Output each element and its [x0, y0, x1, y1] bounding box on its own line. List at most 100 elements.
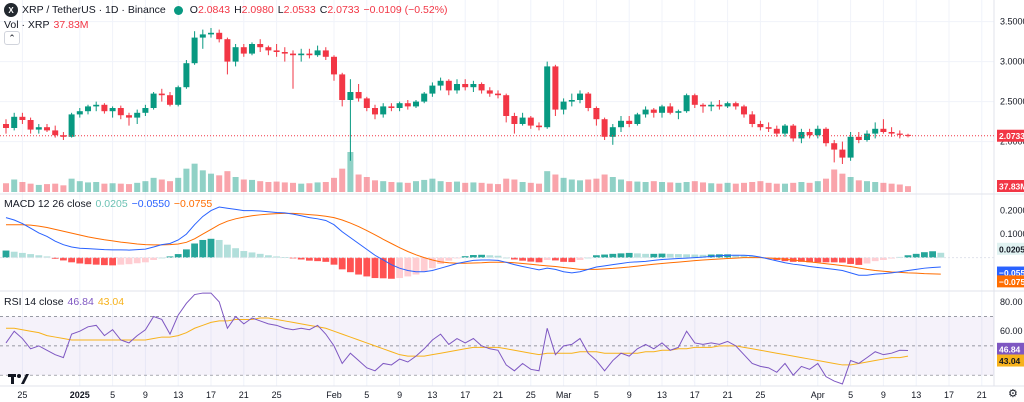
macd-histogram-bar [855, 257, 863, 265]
candle-body [167, 95, 173, 105]
macd-histogram-bar [822, 257, 830, 263]
volume-bar [585, 179, 592, 192]
time-axis-label: 5 [594, 390, 599, 400]
macd-histogram-bar [634, 253, 641, 258]
ohlc-high: H2.0980 [234, 4, 274, 16]
volume-value: 37.83M [53, 19, 89, 31]
market-status-icon[interactable] [173, 5, 183, 15]
candle-body [675, 111, 682, 113]
volume-bar [905, 186, 911, 192]
volume-bar [265, 182, 272, 192]
candle-body [618, 120, 624, 128]
macd-histogram-bar [691, 254, 699, 258]
symbol-legend: X XRP / TetherUS · 1D · Binance O2.0843 … [4, 3, 448, 17]
candle-body [708, 104, 715, 107]
macd-label[interactable]: MACD 12 26 close [4, 198, 92, 210]
volume-bar [798, 182, 805, 192]
candle-body [265, 47, 272, 51]
volume-bar [175, 177, 182, 192]
volume-bar [93, 182, 100, 192]
time-axis-label: Mar [556, 390, 572, 400]
volume-bar [232, 177, 239, 192]
macd-histogram-bar [847, 257, 854, 264]
macd-histogram-bar [552, 257, 559, 261]
candle-body [224, 39, 231, 62]
time-axis-label: 2025 [70, 390, 90, 400]
macd-histogram-bar [420, 257, 428, 272]
volume-bar [650, 181, 657, 192]
candle-body [905, 134, 911, 136]
candle-body [396, 103, 403, 108]
candle-body [380, 106, 387, 115]
tradingview-logo-icon[interactable] [8, 372, 30, 389]
macd-histogram-bar [806, 257, 813, 263]
volume-bar [404, 182, 411, 192]
volume-bar [101, 183, 108, 192]
candle-body [76, 111, 83, 115]
volume-bar [249, 179, 255, 192]
volume-bar [486, 183, 493, 192]
macd-line [5, 206, 941, 276]
macd-histogram-bar [273, 256, 280, 258]
macd-histogram-bar [486, 255, 494, 258]
volume-bar [593, 178, 600, 192]
macd-histogram-bar [330, 257, 338, 265]
volume-bar [814, 181, 821, 192]
volume-bar [511, 179, 518, 192]
volume-bar [68, 178, 75, 192]
candle-body [773, 128, 780, 134]
macd-histogram-bar [445, 257, 453, 261]
candle-body [52, 130, 59, 136]
volume-bar [519, 182, 526, 192]
candle-body [519, 117, 526, 124]
volume-bar [150, 177, 157, 192]
volume-bar [495, 184, 501, 192]
macd-histogram-bar [839, 257, 846, 263]
volume-bar [560, 177, 567, 192]
macd-histogram-bar [937, 252, 945, 258]
rsi-ma-value: 43.04 [97, 296, 125, 308]
candle-body [560, 101, 567, 110]
volume-bar [888, 183, 895, 192]
macd-histogram-bar [166, 256, 174, 258]
candle-body [322, 50, 329, 57]
macd-histogram-bar [133, 257, 141, 264]
tradingview-logo-shape [8, 374, 29, 384]
collapse-legend-button[interactable]: ⌃ [4, 31, 20, 45]
candle-body [109, 108, 116, 112]
candle-body [749, 114, 756, 124]
macd-histogram-bar [461, 256, 469, 258]
candle-body [281, 52, 288, 54]
volume-badge-bg [997, 180, 1024, 192]
candle-body [232, 47, 239, 62]
volume-label[interactable]: Vol · XRP [4, 19, 50, 31]
volume-bar [470, 182, 477, 192]
macd-histogram-bar [297, 257, 305, 260]
volume-bar [142, 181, 149, 192]
volume-bar [847, 177, 854, 192]
macd-histogram-bar [699, 254, 707, 258]
macd-histogram-bar [183, 249, 190, 258]
macd-histogram-bar [174, 254, 182, 258]
rsi-label[interactable]: RSI 14 close [4, 296, 64, 308]
volume-bar [552, 174, 559, 192]
candle-body [724, 103, 731, 107]
macd-histogram-bar [519, 257, 526, 261]
volume-bar [167, 181, 173, 192]
candle-body [191, 37, 198, 64]
macd-histogram-bar [543, 257, 551, 260]
candle-body [601, 119, 608, 137]
gear-icon[interactable]: ⚙ [1008, 388, 1018, 400]
volume-bar [126, 184, 132, 192]
rsi-line [5, 292, 909, 385]
candle-body [363, 98, 370, 108]
time-axis-label: Apr [811, 390, 825, 400]
macd-histogram-bar [207, 238, 215, 258]
candle-body [216, 32, 223, 40]
macd-histogram-bar [43, 256, 51, 258]
symbol-title[interactable]: XRP / TetherUS · 1D · Binance [22, 4, 166, 16]
volume-bar [445, 182, 452, 192]
volume-legend: Vol · XRP 37.83M [4, 19, 89, 31]
